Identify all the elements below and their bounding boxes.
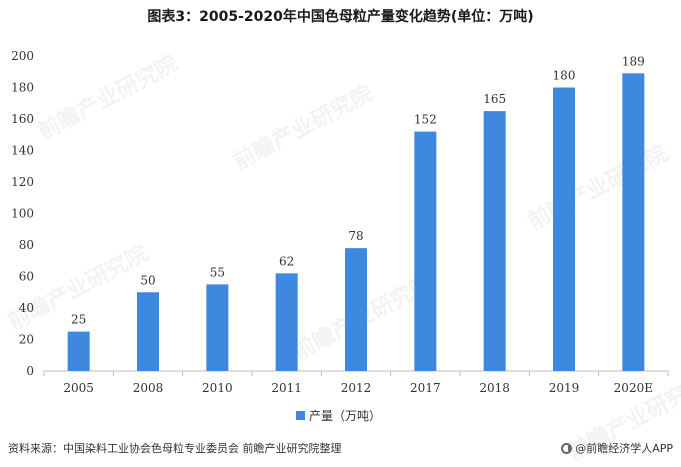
y-tick-label: 60 [19, 270, 34, 284]
bar [206, 284, 229, 371]
x-tick-label: 2019 [549, 381, 580, 395]
y-tick-label: 40 [19, 301, 34, 315]
bar [483, 111, 506, 371]
chart-title: 图表3：2005-2020年中国色母粒产量变化趋势(单位：万吨) [147, 9, 534, 25]
y-tick-label: 0 [26, 364, 34, 378]
data-label: 62 [279, 254, 294, 268]
data-label: 55 [210, 265, 225, 279]
data-label: 189 [622, 54, 645, 68]
x-tick-label: 2005 [63, 381, 94, 395]
x-tick-label: 2018 [479, 381, 510, 395]
x-tick-label: 2012 [341, 381, 372, 395]
bar [553, 87, 575, 371]
y-tick-label: 200 [11, 49, 34, 63]
y-tick-label: 160 [11, 112, 34, 126]
bar [275, 273, 298, 371]
legend-swatch [296, 411, 305, 420]
brand-logo-icon [561, 442, 573, 454]
data-label: 50 [140, 273, 155, 287]
x-tick-label: 2017 [410, 381, 441, 395]
bars: 25 50 55 62 78 152 165 180 189 [67, 54, 645, 371]
y-tick-label: 120 [11, 175, 34, 189]
x-tick-label: 2011 [271, 381, 302, 395]
x-tick-label: 2010 [202, 381, 233, 395]
y-tick-label: 80 [19, 238, 34, 252]
y-tick-label: 100 [11, 207, 34, 221]
bar [345, 248, 367, 371]
data-label: 165 [483, 92, 506, 106]
data-label: 78 [348, 229, 363, 243]
source-note: 资料来源：中国染料工业协会色母粒专业委员会 前瞻产业研究院整理 [8, 442, 342, 455]
legend-label: 产量（万吨） [309, 409, 381, 423]
data-label: 180 [553, 69, 576, 83]
bar [622, 73, 645, 371]
x-tick-label: 2020E [614, 381, 653, 395]
x-axis: 2005 2008 2010 2011 2012 2017 2018 2019 2020E [43, 370, 669, 395]
bar [414, 131, 437, 371]
y-tick-label: 180 [11, 81, 34, 95]
brand-label: @前瞻经济学人APP [561, 440, 673, 456]
brand-text: @前瞻经济学人APP [575, 442, 673, 455]
y-tick-label: 140 [11, 144, 34, 158]
y-axis: 0 20 40 60 80 100 120 140 160 180 200 [11, 49, 34, 378]
data-label: 25 [71, 313, 86, 327]
bar [137, 292, 159, 371]
x-tick-label: 2008 [133, 381, 164, 395]
data-label: 152 [414, 113, 437, 127]
bar [67, 331, 90, 371]
y-tick-label: 20 [19, 333, 34, 347]
legend: 产量（万吨） [296, 409, 381, 423]
